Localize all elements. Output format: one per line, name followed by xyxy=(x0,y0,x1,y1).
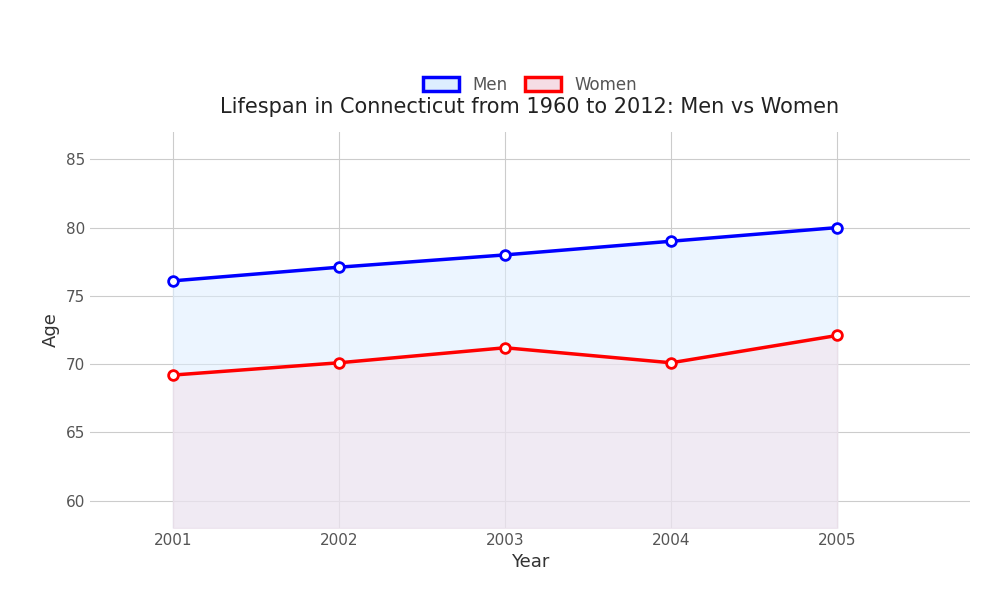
Y-axis label: Age: Age xyxy=(42,313,60,347)
X-axis label: Year: Year xyxy=(511,553,549,571)
Legend: Men, Women: Men, Women xyxy=(416,69,644,100)
Title: Lifespan in Connecticut from 1960 to 2012: Men vs Women: Lifespan in Connecticut from 1960 to 201… xyxy=(220,97,840,116)
